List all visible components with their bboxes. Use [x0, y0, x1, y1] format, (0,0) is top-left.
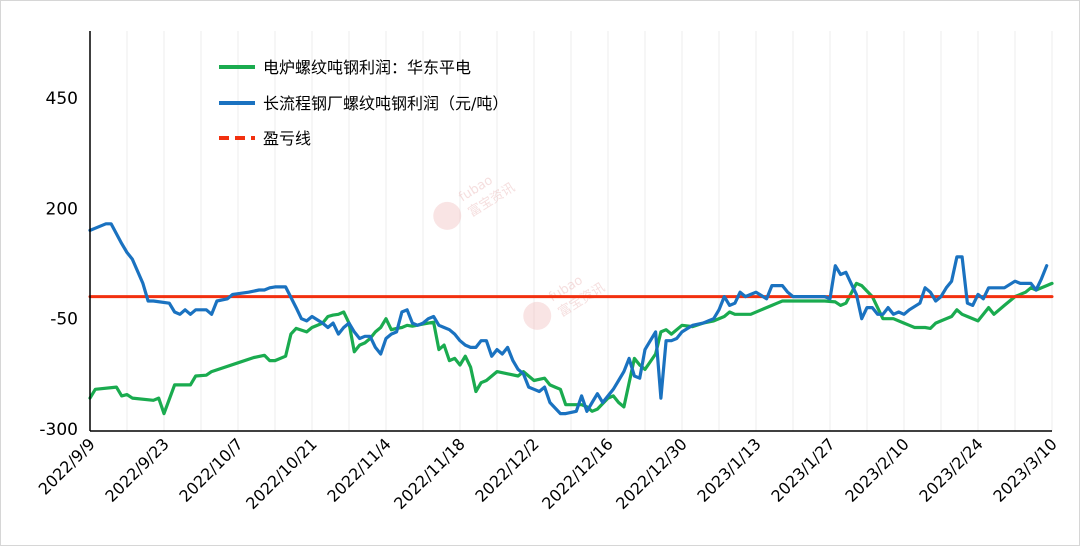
y-tick-label: -50 [50, 310, 78, 330]
y-tick-label: 200 [46, 199, 78, 219]
legend-label-1: 长流程钢厂螺纹吨钢利润（元/吨） [263, 94, 508, 113]
x-tick-label: 2022/10/21 [242, 434, 321, 513]
x-tick-label: 2023/3/10 [989, 434, 1060, 505]
x-tick-label: 2022/9/9 [35, 434, 99, 498]
legend-label-2: 盈亏线 [263, 129, 311, 148]
x-tick-label: 2022/11/18 [390, 434, 469, 513]
legend-label-0: 电炉螺纹吨钢利润：华东平电 [263, 58, 471, 77]
series-line-0 [88, 281, 1054, 416]
vertical-grid [126, 31, 1053, 431]
x-tick-label: 2022/12/2 [471, 434, 542, 505]
watermark-logo [523, 301, 552, 330]
x-tick-label: 2023/1/27 [767, 434, 838, 505]
watermark-logo [433, 201, 462, 230]
x-tick-label: 2022/10/7 [175, 434, 246, 505]
y-axis-ticks: 450 200 -50 -300 [39, 89, 78, 440]
y-tick-label: -300 [39, 420, 78, 440]
x-tick-label: 2023/2/24 [915, 434, 986, 505]
x-tick-label: 2022/11/4 [323, 434, 394, 505]
series-layer [88, 222, 1054, 416]
x-tick-label: 2022/12/16 [538, 434, 617, 513]
series-line-1 [88, 222, 1049, 416]
x-tick-label: 2022/12/30 [612, 434, 691, 513]
x-tick-label: 2023/1/13 [693, 434, 764, 505]
y-tick-label: 450 [46, 89, 78, 109]
x-tick-label: 2023/2/10 [841, 434, 912, 505]
x-tick-label: 2022/9/23 [101, 434, 172, 505]
